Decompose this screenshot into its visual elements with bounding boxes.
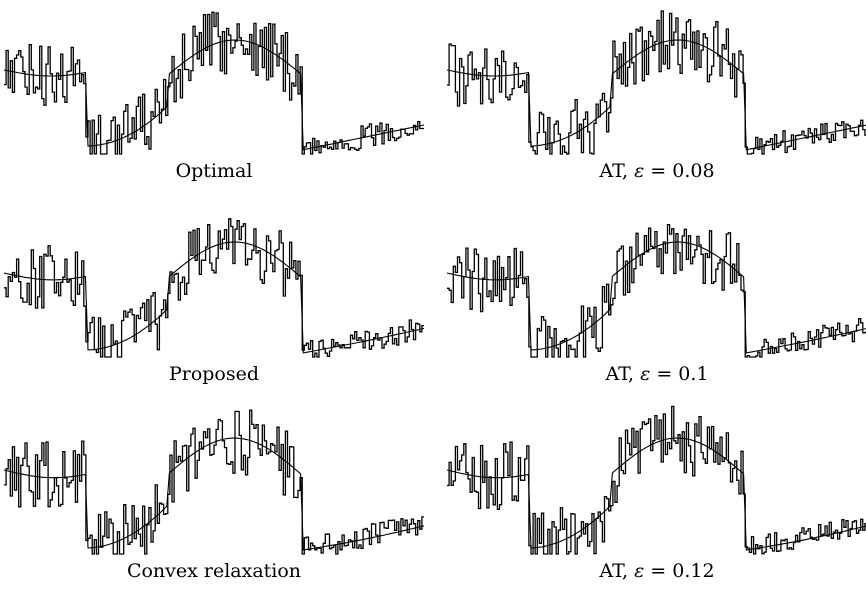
- caption-value: = 0.12: [644, 560, 715, 582]
- caption-optimal: Optimal: [175, 160, 253, 182]
- smooth-fit-line: [446, 241, 866, 354]
- noisy-signal-line: [4, 409, 424, 555]
- signal-plot-convex-relaxation: [3, 409, 425, 555]
- caption-at-0.08: AT, ε = 0.08: [447, 160, 866, 182]
- caption-prefix: AT,: [605, 363, 641, 385]
- smooth-fit-line: [446, 437, 866, 551]
- smooth-fit-line: [3, 241, 425, 354]
- noisy-signal-line: [4, 11, 424, 155]
- caption-at-0.1: AT, ε = 0.1: [447, 363, 866, 385]
- noisy-signal-line: [447, 405, 866, 555]
- noisy-signal-line: [4, 218, 424, 358]
- chart-panel-optimal: Optimal: [3, 0, 425, 198]
- smooth-fit-line: [446, 39, 866, 151]
- signal-plot-optimal: [3, 11, 425, 155]
- caption-convex-relaxation: Convex relaxation: [126, 560, 302, 582]
- caption-prefix: AT,: [599, 560, 635, 582]
- chart-panel-at-0.08: AT, ε = 0.08: [446, 0, 866, 198]
- caption-value: = 0.08: [644, 160, 715, 182]
- caption-proposed: Proposed: [168, 363, 260, 385]
- caption-at-0.12: AT, ε = 0.12: [447, 560, 866, 582]
- chart-panel-at-0.12: AT, ε = 0.12: [446, 400, 866, 598]
- epsilon-symbol: ε: [634, 560, 645, 582]
- epsilon-symbol: ε: [640, 363, 651, 385]
- caption-value: = 0.1: [650, 363, 709, 385]
- epsilon-symbol: ε: [634, 160, 645, 182]
- caption-prefix: AT,: [599, 160, 635, 182]
- chart-panel-proposed: Proposed: [3, 203, 425, 401]
- noisy-signal-line: [447, 10, 866, 155]
- chart-panel-at-0.1: AT, ε = 0.1: [446, 203, 866, 401]
- signal-plot-at-0.1: [446, 223, 866, 358]
- smooth-fit-line: [3, 39, 425, 151]
- signal-plot-at-0.08: [446, 10, 866, 155]
- signal-plot-at-0.12: [446, 405, 866, 555]
- chart-panel-convex-relaxation: Convex relaxation: [3, 400, 425, 598]
- noisy-signal-line: [447, 223, 866, 358]
- smooth-fit-line: [3, 437, 425, 551]
- signal-plot-proposed: [3, 218, 425, 358]
